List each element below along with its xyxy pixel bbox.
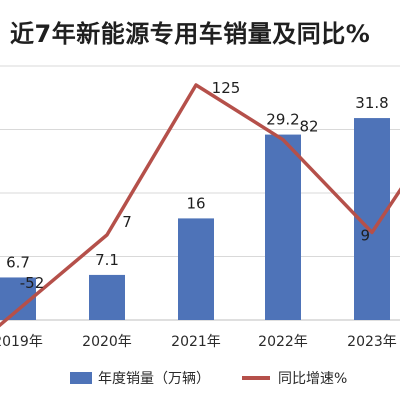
bar [265,134,301,320]
bar [89,274,125,320]
bar-data-label: 31.8 [355,94,388,112]
x-tick-label: 2022年 [258,334,308,350]
legend-swatch-line [242,376,270,380]
line-data-label: 125 [212,79,241,97]
x-tick-label: 2021年 [171,334,221,350]
bar-data-label: 6.7 [6,253,30,271]
bar-data-label: 16 [186,194,205,212]
legend-label-growth: 同比增速% [278,371,348,387]
legend-item-growth: 同比增速% [242,368,347,388]
legend-swatch-bar [70,372,92,384]
legend-item-sales: 年度销量（万辆） [70,368,210,388]
growth-line [0,83,400,328]
chart-legend: 年度销量（万辆） 同比增速% [0,368,400,392]
line-data-label: -52 [20,274,45,292]
line-data-label: 82 [299,118,318,136]
bar [178,218,214,320]
chart-title: 近7年新能源专用车销量及同比% [10,20,371,48]
line-data-label: 7 [122,213,132,231]
legend-label-sales: 年度销量（万辆） [98,371,210,387]
line-data-label: 9 [360,226,370,244]
x-tick-label: 2019年 [0,334,43,350]
bar-data-label: 29.2 [266,111,299,129]
x-tick-label: 2023年 [347,334,397,350]
bar-data-label: 7.1 [95,251,119,269]
x-tick-label: 2020年 [82,334,132,350]
